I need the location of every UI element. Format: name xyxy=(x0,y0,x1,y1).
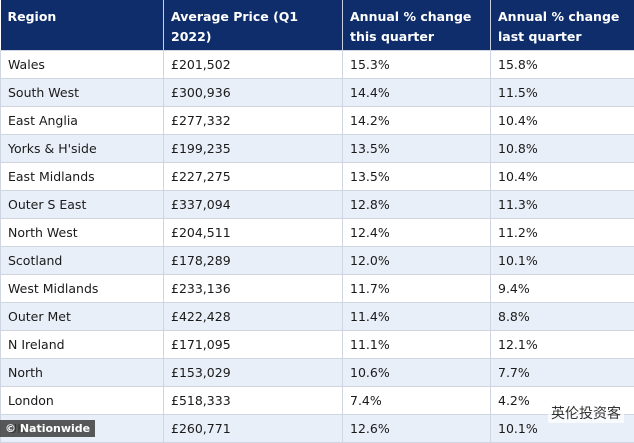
table-cell: 14.2% xyxy=(343,107,491,135)
table-cell: 10.8% xyxy=(491,135,634,163)
table-cell: 15.8% xyxy=(491,51,634,79)
table-cell: North West xyxy=(1,219,164,247)
table-cell: Wales xyxy=(1,51,164,79)
table-cell: £227,275 xyxy=(164,163,343,191)
table-cell: £518,333 xyxy=(164,387,343,415)
table-cell: £233,136 xyxy=(164,275,343,303)
table-cell: £199,235 xyxy=(164,135,343,163)
table-cell: 7.4% xyxy=(343,387,491,415)
table-cell: 12.4% xyxy=(343,219,491,247)
watermark: 英伦投资客 xyxy=(548,403,624,423)
table-cell: 10.1% xyxy=(491,247,634,275)
table-cell: 7.7% xyxy=(491,359,634,387)
table-cell: 11.5% xyxy=(491,79,634,107)
header-cell: Annual % change last quarter xyxy=(491,0,634,51)
table-cell: Outer Met xyxy=(1,303,164,331)
table-cell: Scotland xyxy=(1,247,164,275)
table-cell: 11.4% xyxy=(343,303,491,331)
table-cell: 11.3% xyxy=(491,191,634,219)
table-cell: 11.2% xyxy=(491,219,634,247)
table-cell: West Midlands xyxy=(1,275,164,303)
table-cell: East Anglia xyxy=(1,107,164,135)
table-cell: £171,095 xyxy=(164,331,343,359)
table-cell: £153,029 xyxy=(164,359,343,387)
table-cell: 10.6% xyxy=(343,359,491,387)
table-cell: South West xyxy=(1,79,164,107)
table-cell: London xyxy=(1,387,164,415)
table-cell: Outer S East xyxy=(1,191,164,219)
table-cell: 12.8% xyxy=(343,191,491,219)
table-cell: £422,428 xyxy=(164,303,343,331)
credit: © Nationwide xyxy=(0,420,95,437)
table-cell: 9.4% xyxy=(491,275,634,303)
table-cell: £337,094 xyxy=(164,191,343,219)
table-cell: 10.4% xyxy=(491,107,634,135)
table-cell: 10.4% xyxy=(491,163,634,191)
table-cell: £300,936 xyxy=(164,79,343,107)
header-cell: Annual % change this quarter xyxy=(343,0,491,51)
table-cell: £277,332 xyxy=(164,107,343,135)
header-cell: Average Price (Q1 2022) xyxy=(164,0,343,51)
table-cell: 12.6% xyxy=(343,415,491,443)
table-cell: 13.5% xyxy=(343,135,491,163)
table-cell: 11.7% xyxy=(343,275,491,303)
table-cell: 12.1% xyxy=(491,331,634,359)
table-cell: 14.4% xyxy=(343,79,491,107)
table-cell: N Ireland xyxy=(1,331,164,359)
table-cell: £201,502 xyxy=(164,51,343,79)
table-cell: Yorks & H'side xyxy=(1,135,164,163)
table-cell: £260,771 xyxy=(164,415,343,443)
table-cell: £178,289 xyxy=(164,247,343,275)
table-cell: 11.1% xyxy=(343,331,491,359)
table-cell: 15.3% xyxy=(343,51,491,79)
table-cell: North xyxy=(1,359,164,387)
table-cell: 13.5% xyxy=(343,163,491,191)
table-cell: 12.0% xyxy=(343,247,491,275)
header-cell: Region xyxy=(1,0,164,51)
table-cell: 8.8% xyxy=(491,303,634,331)
table-cell: £204,511 xyxy=(164,219,343,247)
table-cell: East Midlands xyxy=(1,163,164,191)
